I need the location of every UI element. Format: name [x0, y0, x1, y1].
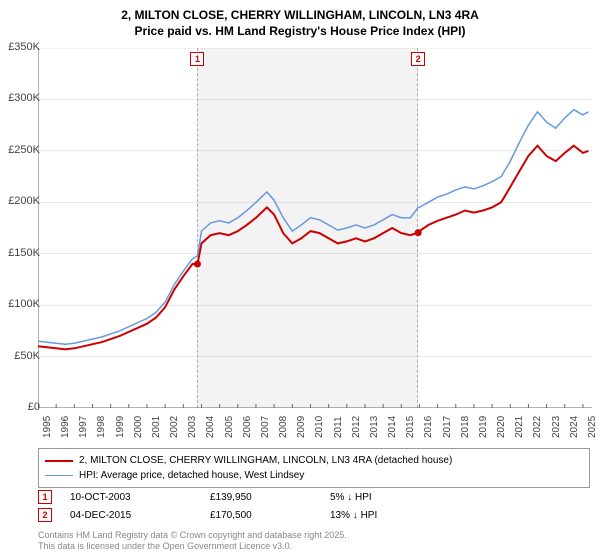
footer-line-2: This data is licensed under the Open Gov… — [38, 541, 347, 552]
x-tick-label: 2009 — [296, 416, 307, 438]
x-tick-label: 2000 — [133, 416, 144, 438]
x-tick-label: 2008 — [278, 416, 289, 438]
x-tick-label: 2024 — [569, 416, 580, 438]
x-tick-label: 2005 — [224, 416, 235, 438]
chart-container: 2, MILTON CLOSE, CHERRY WILLINGHAM, LINC… — [0, 0, 600, 560]
sale-diff-2: 13% ↓ HPI — [330, 510, 450, 521]
y-tick-label: £100K — [0, 298, 40, 310]
sale-row-2: 2 04-DEC-2015 £170,500 13% ↓ HPI — [38, 506, 590, 524]
legend-label-hpi: HPI: Average price, detached house, West… — [79, 470, 304, 481]
y-tick-label: £250K — [0, 144, 40, 156]
x-tick-label: 2025 — [587, 416, 598, 438]
legend-label-price-paid: 2, MILTON CLOSE, CHERRY WILLINGHAM, LINC… — [79, 455, 452, 466]
y-tick-label: £300K — [0, 92, 40, 104]
x-tick-label: 2004 — [205, 416, 216, 438]
x-tick-label: 1995 — [42, 416, 53, 438]
y-tick-label: £50K — [0, 350, 40, 362]
y-tick-label: £200K — [0, 195, 40, 207]
x-tick-label: 2014 — [387, 416, 398, 438]
title-line-2: Price paid vs. HM Land Registry's House … — [0, 24, 600, 40]
x-tick-label: 1998 — [96, 416, 107, 438]
x-tick-label: 2016 — [423, 416, 434, 438]
sale-price-1: £139,950 — [210, 492, 330, 503]
title-line-1: 2, MILTON CLOSE, CHERRY WILLINGHAM, LINC… — [0, 8, 600, 24]
sale-date-2: 04-DEC-2015 — [70, 510, 210, 521]
x-tick-label: 2001 — [151, 416, 162, 438]
y-tick-label: £150K — [0, 247, 40, 259]
x-tick-label: 1999 — [115, 416, 126, 438]
x-tick-label: 2007 — [260, 416, 271, 438]
marker-top-2: 2 — [411, 52, 425, 66]
legend-swatch-hpi — [45, 475, 73, 477]
x-tick-label: 1997 — [78, 416, 89, 438]
legend: 2, MILTON CLOSE, CHERRY WILLINGHAM, LINC… — [38, 448, 590, 488]
sale-price-2: £170,500 — [210, 510, 330, 521]
x-tick-label: 2003 — [187, 416, 198, 438]
x-tick-label: 2018 — [460, 416, 471, 438]
y-tick-label: £350K — [0, 41, 40, 53]
chart-area: 1 2 — [38, 48, 592, 408]
sale-row-1: 1 10-OCT-2003 £139,950 5% ↓ HPI — [38, 488, 590, 506]
sale-date-1: 10-OCT-2003 — [70, 492, 210, 503]
x-tick-label: 2022 — [532, 416, 543, 438]
x-tick-label: 1996 — [60, 416, 71, 438]
x-tick-label: 2015 — [405, 416, 416, 438]
x-tick-label: 2012 — [351, 416, 362, 438]
sale-marker-1: 1 — [38, 490, 52, 504]
x-tick-label: 2023 — [551, 416, 562, 438]
chart-svg — [38, 48, 592, 408]
marker-top-1: 1 — [190, 52, 204, 66]
legend-row-hpi: HPI: Average price, detached house, West… — [45, 468, 583, 483]
x-tick-label: 2002 — [169, 416, 180, 438]
footer-attribution: Contains HM Land Registry data © Crown c… — [38, 530, 347, 553]
legend-row-price-paid: 2, MILTON CLOSE, CHERRY WILLINGHAM, LINC… — [45, 453, 583, 468]
footer-line-1: Contains HM Land Registry data © Crown c… — [38, 530, 347, 541]
x-tick-label: 2010 — [314, 416, 325, 438]
x-tick-label: 2006 — [242, 416, 253, 438]
legend-swatch-price-paid — [45, 460, 73, 462]
sale-diff-1: 5% ↓ HPI — [330, 492, 450, 503]
y-tick-label: £0 — [0, 401, 40, 413]
x-tick-label: 2017 — [442, 416, 453, 438]
x-tick-label: 2011 — [333, 416, 344, 438]
x-tick-label: 2019 — [478, 416, 489, 438]
sale-data-table: 1 10-OCT-2003 £139,950 5% ↓ HPI 2 04-DEC… — [38, 488, 590, 524]
x-tick-label: 2013 — [369, 416, 380, 438]
x-tick-label: 2020 — [496, 416, 507, 438]
chart-title: 2, MILTON CLOSE, CHERRY WILLINGHAM, LINC… — [0, 0, 600, 43]
sale-marker-2: 2 — [38, 508, 52, 522]
x-tick-label: 2021 — [514, 416, 525, 438]
